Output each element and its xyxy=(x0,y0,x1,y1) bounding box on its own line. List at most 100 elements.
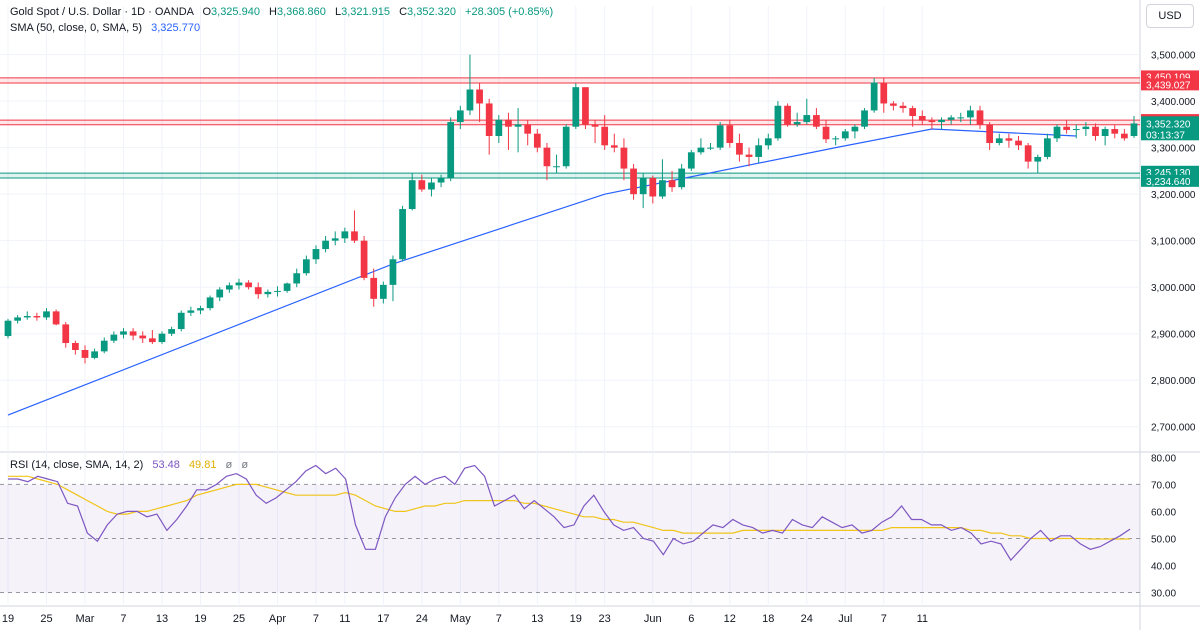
candle[interactable] xyxy=(1034,154,1042,174)
candle[interactable] xyxy=(254,282,262,299)
candle[interactable] xyxy=(505,112,512,150)
candle[interactable] xyxy=(264,289,272,298)
candle[interactable] xyxy=(649,175,657,204)
candle[interactable] xyxy=(456,105,464,130)
candle[interactable] xyxy=(745,147,753,167)
candle[interactable] xyxy=(187,306,195,317)
candle[interactable] xyxy=(43,308,50,320)
candle[interactable] xyxy=(33,312,41,321)
candle[interactable] xyxy=(379,281,387,304)
candle[interactable] xyxy=(726,119,734,148)
candle[interactable] xyxy=(139,331,147,344)
candle[interactable] xyxy=(639,173,647,209)
candle[interactable] xyxy=(697,138,705,155)
rsi-legend[interactable]: RSI (14, close, SMA, 14, 2) 53.48 49.81 … xyxy=(10,459,248,471)
candle[interactable] xyxy=(803,98,811,125)
candle[interactable] xyxy=(947,115,955,125)
candle[interactable] xyxy=(418,174,426,192)
candle[interactable] xyxy=(967,105,974,125)
candle[interactable] xyxy=(360,236,368,281)
candle[interactable] xyxy=(23,311,31,320)
candle[interactable] xyxy=(120,328,127,339)
candle[interactable] xyxy=(389,255,397,302)
candle[interactable] xyxy=(553,154,560,174)
candle[interactable] xyxy=(148,329,156,344)
candle[interactable] xyxy=(274,286,281,297)
candle[interactable] xyxy=(1072,124,1080,139)
candle[interactable] xyxy=(601,115,609,150)
candle[interactable] xyxy=(476,83,483,123)
candle[interactable] xyxy=(668,170,676,192)
candle[interactable] xyxy=(918,110,926,125)
candle[interactable] xyxy=(370,268,378,307)
candle[interactable] xyxy=(890,101,897,111)
candle[interactable] xyxy=(283,282,291,293)
candle[interactable] xyxy=(235,278,243,290)
candle[interactable] xyxy=(678,163,686,190)
candle[interactable] xyxy=(582,87,589,130)
candle[interactable] xyxy=(938,117,945,130)
candle[interactable] xyxy=(764,133,772,150)
candle[interactable] xyxy=(755,138,763,163)
candle[interactable] xyxy=(899,102,907,113)
symbol-title[interactable]: Gold Spot / U.S. Dollar · 1D · OANDA xyxy=(10,6,194,18)
candle[interactable] xyxy=(928,117,936,130)
candle[interactable] xyxy=(351,210,358,243)
candle[interactable] xyxy=(225,282,233,293)
candle[interactable] xyxy=(302,255,310,276)
candle[interactable] xyxy=(1053,124,1061,143)
candle[interactable] xyxy=(1063,119,1071,134)
candle[interactable] xyxy=(784,103,791,127)
candle[interactable] xyxy=(437,174,445,188)
candle[interactable] xyxy=(957,112,965,123)
candle[interactable] xyxy=(572,83,580,130)
candle[interactable] xyxy=(1130,116,1138,138)
currency-button[interactable]: USD xyxy=(1146,4,1194,28)
candle[interactable] xyxy=(1005,133,1013,148)
candle[interactable] xyxy=(793,112,801,127)
candle[interactable] xyxy=(976,105,984,130)
candle[interactable] xyxy=(216,287,224,302)
candle[interactable] xyxy=(71,340,79,355)
candle[interactable] xyxy=(543,142,551,181)
candle[interactable] xyxy=(870,77,878,113)
candle[interactable] xyxy=(620,138,628,181)
price-axis[interactable]: 2,700.000 2,800.000 2,900.000 3,000.000 3,10… xyxy=(1141,51,1199,434)
candle[interactable] xyxy=(610,133,618,153)
candle[interactable] xyxy=(822,119,830,143)
time-axis[interactable]: 19 25 Mar 7 13 19 25 Apr 7 11 17 24 May 7 13 19 23 Jun 6 12… xyxy=(2,613,928,625)
candle[interactable] xyxy=(1015,136,1022,150)
candle[interactable] xyxy=(447,117,455,182)
candle[interactable] xyxy=(4,318,12,339)
candle[interactable] xyxy=(736,133,743,162)
candle[interactable] xyxy=(1101,126,1109,146)
candle[interactable] xyxy=(1024,142,1032,169)
sma-legend[interactable]: SMA (50, close, 0, SMA, 5) 3,325.770 xyxy=(10,22,200,34)
candle[interactable] xyxy=(1111,124,1119,139)
candle[interactable] xyxy=(591,119,599,143)
candle[interactable] xyxy=(14,315,21,324)
candle[interactable] xyxy=(716,122,724,150)
candle[interactable] xyxy=(331,231,339,246)
candle[interactable] xyxy=(158,331,166,344)
candle[interactable] xyxy=(841,129,849,141)
candle[interactable] xyxy=(774,101,782,141)
candle[interactable] xyxy=(399,205,406,262)
candles[interactable] xyxy=(4,54,1138,364)
candle[interactable] xyxy=(100,337,108,354)
candle[interactable] xyxy=(524,119,532,146)
candle[interactable] xyxy=(466,54,474,116)
candle[interactable] xyxy=(630,163,637,200)
candle[interactable] xyxy=(495,115,503,143)
candle[interactable] xyxy=(428,177,435,197)
candle[interactable] xyxy=(562,124,570,169)
candle[interactable] xyxy=(168,326,175,337)
candle[interactable] xyxy=(995,133,1003,146)
candle[interactable] xyxy=(206,295,214,311)
candle[interactable] xyxy=(533,129,541,153)
candle[interactable] xyxy=(1082,122,1090,137)
candle[interactable] xyxy=(322,236,329,253)
candle[interactable] xyxy=(1121,129,1128,141)
candle[interactable] xyxy=(514,108,522,153)
